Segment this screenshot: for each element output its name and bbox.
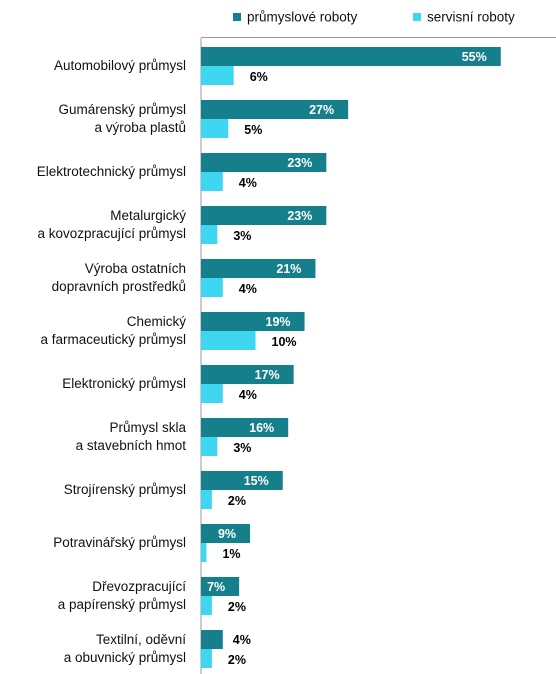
data-label-prumyslove-roboty: 7% (207, 580, 225, 594)
axes (200, 37, 556, 674)
bar-servisni-roboty (201, 225, 218, 244)
bar-prumyslove-roboty (201, 418, 289, 437)
bar-servisni-roboty (201, 490, 212, 509)
bar-servisni-roboty (201, 384, 223, 403)
bar-servisni-roboty (201, 172, 223, 191)
data-label-servisni-roboty: 1% (222, 547, 240, 561)
category-label: Strojírenský průmysl (64, 482, 186, 497)
data-label-prumyslove-roboty: 21% (276, 262, 301, 276)
category-label: Chemický (127, 314, 187, 329)
category-label: Dřevozpracující (92, 579, 186, 594)
category-label: Průmysl skla (109, 420, 186, 435)
bar-prumyslove-roboty (201, 312, 305, 331)
data-label-prumyslove-roboty: 27% (309, 103, 334, 117)
category-label: a papírenský průmysl (58, 597, 186, 612)
category-label: a kovozpracující průmysl (37, 226, 186, 241)
category-label: Výroba ostatních (85, 261, 186, 276)
bar-prumyslove-roboty (201, 100, 349, 119)
data-label-prumyslove-roboty: 9% (218, 527, 236, 541)
data-label-prumyslove-roboty: 23% (287, 209, 312, 223)
category-label: a farmaceutický průmysl (40, 332, 186, 347)
bar-prumyslove-roboty (201, 524, 251, 543)
category-label: a výroba plastů (94, 120, 186, 135)
data-label-servisni-roboty: 3% (233, 229, 251, 243)
category-labels: Automobilový průmysl Gumárenský průmysl a … (37, 58, 187, 665)
data-label-prumyslove-roboty: 19% (266, 315, 291, 329)
category-label: Gumárenský průmysl (58, 102, 186, 117)
data-label-servisni-roboty: 2% (228, 653, 246, 667)
bar-servisni-roboty (201, 596, 212, 615)
bars (201, 47, 501, 668)
category-label: a obuvnický průmysl (64, 650, 186, 665)
category-label: Elektronický průmysl (62, 376, 186, 391)
data-label-prumyslove-roboty: 16% (249, 421, 274, 435)
data-label-prumyslove-roboty: 4% (233, 633, 251, 647)
bar-servisni-roboty (201, 437, 218, 456)
bar-servisni-roboty (201, 66, 234, 85)
bar-prumyslove-roboty (201, 47, 501, 66)
data-label-prumyslove-roboty: 23% (287, 156, 312, 170)
data-label-servisni-roboty: 3% (233, 441, 251, 455)
category-label: Potravinářský průmysl (53, 535, 186, 550)
category-label: Metalurgický (110, 208, 186, 223)
category-label: a stavebních hmot (76, 438, 187, 453)
data-label-servisni-roboty: 5% (244, 123, 262, 137)
bar-prumyslove-roboty (201, 259, 316, 278)
category-label: Automobilový průmysl (54, 58, 186, 73)
bar-servisni-roboty (201, 543, 207, 562)
data-labels: 55% 6% 27% 5% 23% 4% 23% 3% 21% 4% 19% 10% 17% 4% 16% 3… (207, 50, 487, 667)
legend-swatch-2 (413, 13, 421, 21)
data-label-servisni-roboty: 10% (272, 335, 297, 349)
bar-servisni-roboty (201, 119, 229, 138)
data-label-prumyslove-roboty: 17% (255, 368, 280, 382)
bar-prumyslove-roboty (201, 365, 294, 384)
bar-servisni-roboty (201, 649, 212, 668)
bar-prumyslove-roboty (201, 577, 240, 596)
data-label-servisni-roboty: 2% (228, 494, 246, 508)
category-label: Elektrotechnický průmysl (37, 164, 186, 179)
data-label-servisni-roboty: 2% (228, 600, 246, 614)
bar-prumyslove-roboty (201, 206, 327, 225)
legend-label-1: průmyslové roboty (247, 10, 358, 25)
legend: průmyslové roboty servisní roboty (233, 10, 515, 25)
data-label-prumyslove-roboty: 15% (244, 474, 269, 488)
data-label-servisni-roboty: 4% (239, 176, 257, 190)
category-label: Textilní, oděvní (96, 632, 186, 647)
bar-servisni-roboty (201, 331, 256, 350)
bar-servisni-roboty (201, 278, 223, 297)
bar-prumyslove-roboty (201, 471, 283, 490)
data-label-servisni-roboty: 6% (250, 70, 268, 84)
data-label-servisni-roboty: 4% (239, 388, 257, 402)
bar-prumyslove-roboty (201, 630, 223, 649)
legend-swatch-1 (233, 13, 241, 21)
category-label: dopravních prostředků (52, 279, 186, 294)
bar-prumyslove-roboty (201, 153, 327, 172)
data-label-prumyslove-roboty: 55% (462, 50, 487, 64)
data-label-servisni-roboty: 4% (239, 282, 257, 296)
legend-label-2: servisní roboty (427, 10, 515, 25)
